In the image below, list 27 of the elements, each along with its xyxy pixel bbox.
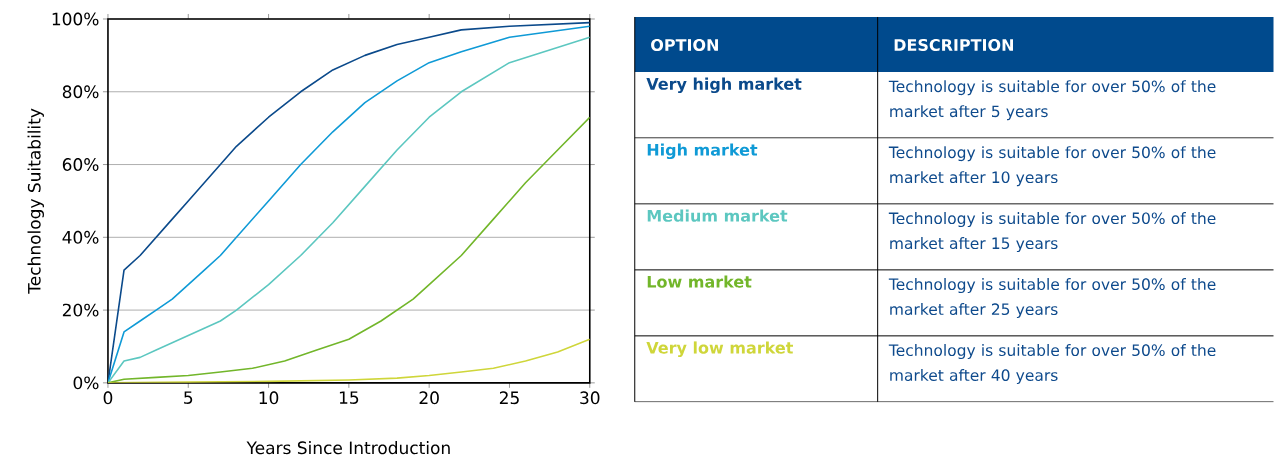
- text: Medium market: [647, 209, 788, 222]
- x-tick-label: 30: [580, 391, 600, 405]
- y-tick-label: 40%: [62, 230, 99, 244]
- text: Very high market: [646, 77, 802, 94]
- y-tick-label: 0%: [73, 376, 99, 390]
- x-tick-label: 0: [103, 391, 113, 405]
- x-axis-title: Years Since Introduction: [246, 441, 450, 455]
- text: Technology is suitable for over 50% of the market after 25 years: [888, 278, 1216, 319]
- text: Technology is suitable for over 50% of the market after 5 years: [888, 80, 1216, 121]
- y-tick-label: 60%: [62, 158, 99, 172]
- text: Technology is suitable for over 50% of the market after 10 years: [888, 146, 1216, 187]
- text: High market: [647, 143, 758, 160]
- x-tick-label: 5: [184, 391, 193, 405]
- x-tick-label: 20: [419, 391, 439, 405]
- text: Very low market: [646, 341, 794, 358]
- y-tick-label: 80%: [62, 85, 99, 99]
- y-tick-label: 100%: [52, 12, 99, 26]
- y-tick-label: 20%: [62, 303, 99, 317]
- text: Technology is suitable for over 50% of the market after 15 years: [888, 212, 1216, 253]
- text: DESCRIPTION: [894, 39, 1013, 52]
- x-tick-label: 15: [339, 391, 359, 405]
- text: Technology is suitable for over 50% of the market after 40 years: [888, 344, 1216, 385]
- x-tick-label: 25: [499, 391, 519, 405]
- x-tick-label: 10: [259, 391, 279, 405]
- text: Low market: [647, 275, 752, 288]
- legend-title: OPTION: [651, 39, 718, 52]
- y-axis-title: Technology Suitability: [27, 108, 44, 294]
